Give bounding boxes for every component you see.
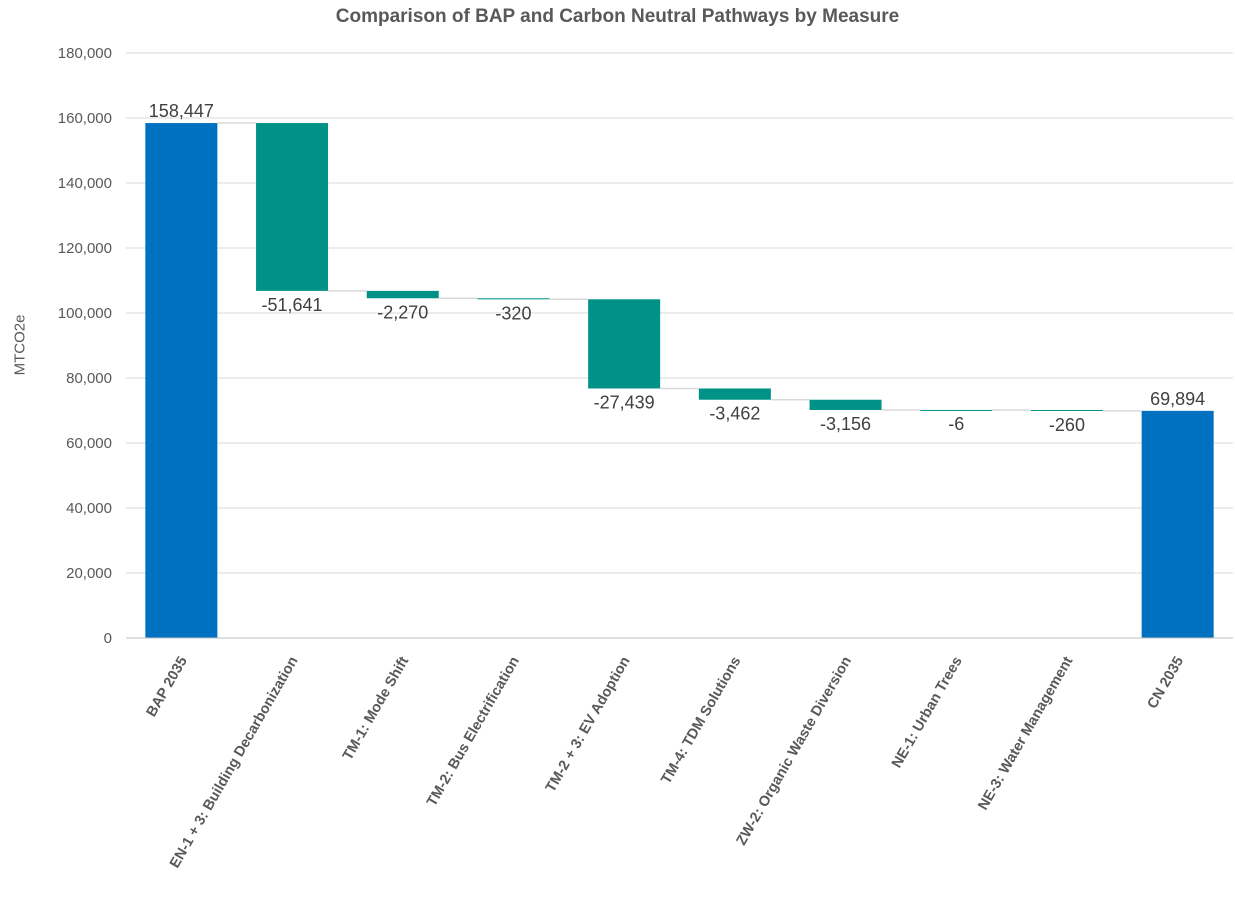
delta-bar — [588, 299, 661, 389]
data-label: -6 — [948, 414, 964, 434]
data-label: -260 — [1049, 415, 1085, 435]
data-label: -27,439 — [594, 392, 655, 412]
y-tick-label: 180,000 — [58, 45, 112, 62]
x-tick-label: TM-2: Bus Electrification — [424, 654, 523, 809]
x-tick-label: TM-2 + 3: EV Adoption — [543, 654, 634, 795]
data-label: -3,156 — [820, 414, 871, 434]
delta-bar — [920, 409, 993, 411]
total-bar — [145, 123, 218, 639]
delta-bar — [809, 399, 882, 410]
x-tick-label: CN 2035 — [1145, 654, 1187, 712]
x-tick-label: TM-4: TDM Solutions — [658, 654, 744, 787]
y-tick-label: 120,000 — [58, 240, 112, 257]
y-tick-label: 60,000 — [66, 435, 112, 452]
data-label: -320 — [495, 303, 531, 323]
delta-bar — [1030, 410, 1103, 412]
y-tick-label: 40,000 — [66, 500, 112, 517]
x-tick-label: NE-3: Water Management — [975, 654, 1076, 813]
y-tick-label: 140,000 — [58, 175, 112, 192]
data-label: 158,447 — [149, 101, 214, 121]
y-tick-label: 20,000 — [66, 565, 112, 582]
x-tick-label: ZW-2: Organic Waste Diversion — [734, 654, 855, 848]
data-label: -2,270 — [377, 302, 428, 322]
y-tick-label: 100,000 — [58, 305, 112, 322]
data-label: -3,462 — [709, 404, 760, 424]
data-label: -51,641 — [262, 295, 323, 315]
chart-title: Comparison of BAP and Carbon Neutral Pat… — [335, 6, 900, 27]
y-tick-label: 80,000 — [66, 370, 112, 387]
delta-bar — [366, 290, 439, 299]
y-tick-label: 0 — [104, 630, 112, 647]
delta-bar — [698, 388, 771, 400]
x-tick-label: EN-1 + 3: Building Decarbonization — [167, 654, 302, 871]
y-tick-label: 160,000 — [58, 110, 112, 127]
data-label: 69,894 — [1150, 389, 1205, 409]
total-bar — [1141, 410, 1214, 638]
x-tick-label: TM-1: Mode Shift — [340, 654, 412, 763]
delta-bar — [256, 123, 329, 291]
delta-bar — [477, 298, 550, 300]
x-tick-label: BAP 2035 — [144, 654, 191, 720]
x-tick-label: NE-1: Urban Trees — [889, 654, 966, 771]
